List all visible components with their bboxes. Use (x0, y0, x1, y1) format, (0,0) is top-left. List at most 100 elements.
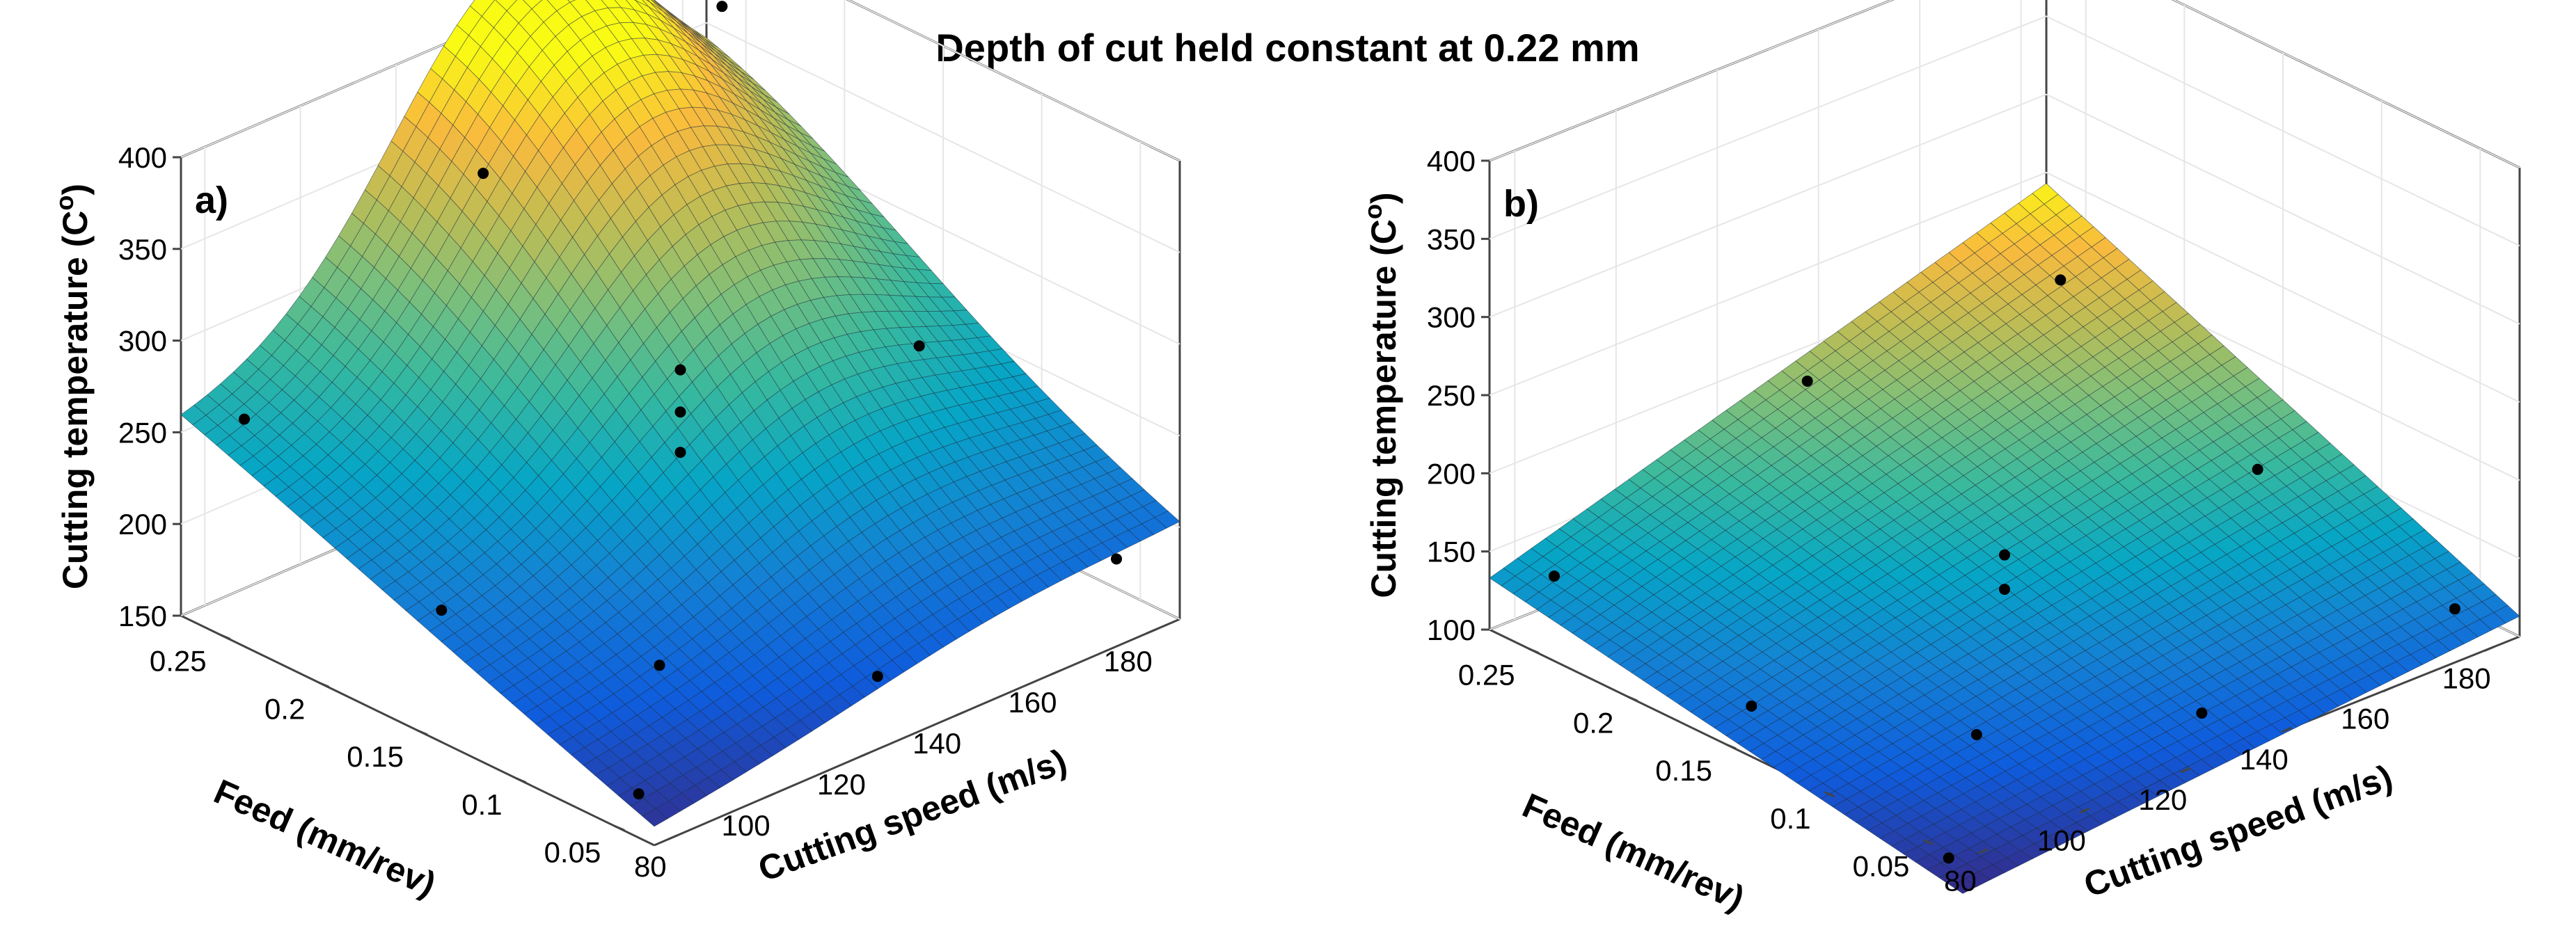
y-tick-mark (1725, 743, 1737, 750)
y-tick-label: 0.25 (150, 645, 207, 678)
y-tick-label: 0.1 (1770, 802, 1810, 835)
y-tick-mark (1627, 695, 1638, 702)
y-tick-label: 0.15 (347, 740, 404, 773)
data-point (1970, 728, 1982, 740)
y-tick-label: 0.05 (1853, 850, 1910, 883)
data-point (1943, 852, 1954, 864)
surface-cell (642, 808, 668, 827)
figure-title: Depth of cut held constant at 0.22 mm (935, 26, 1639, 70)
panel-label: b) (1503, 183, 1539, 225)
data-point (716, 1, 728, 13)
x-tick-mark (2180, 767, 2191, 774)
z-tick-label: 250 (1427, 379, 1476, 412)
data-point (2252, 463, 2263, 475)
x-tick-label: 180 (1104, 645, 1153, 678)
tick-labels: 80 100 120 140 160 180 0.05 0.1 0.15 0.2 0.25 150 20… (118, 141, 1157, 883)
data-point (477, 168, 489, 179)
z-tick-label: 150 (1427, 536, 1476, 568)
y-tick-label: 0.25 (1458, 659, 1515, 692)
data-point (2196, 708, 2208, 719)
back-left-top-edge (1489, 0, 1895, 162)
x-tick-label: 120 (2138, 783, 2187, 816)
x-tick-label: 140 (2240, 743, 2289, 776)
z-gridline (1489, 171, 2520, 403)
data-point (871, 671, 883, 682)
z-tick-label: 400 (118, 141, 167, 174)
data-point (1999, 584, 2010, 596)
y-tick-label: 0.2 (264, 692, 305, 725)
z-tick-label: 200 (118, 508, 167, 541)
y-tick-label: 0.15 (1655, 754, 1712, 787)
tick-labels: 80 100 120 140 160 180 0.05 0.1 0.15 0.2 0.25 100 15… (1427, 145, 2495, 897)
y-tick-mark (614, 825, 625, 831)
z-axis-label: Cutting temperature (Co) (50, 184, 95, 589)
y-tick-mark (417, 729, 428, 736)
x-tick-label: 120 (817, 768, 866, 801)
z-gridline (180, 22, 1180, 253)
panel-label: a) (195, 179, 228, 221)
x-tick-mark (2484, 646, 2495, 652)
x-tick-mark (1977, 848, 1989, 854)
z-gridline (1489, 15, 2520, 247)
y-tick-label: 0.2 (1573, 706, 1613, 739)
data-point (633, 788, 645, 800)
data-point (1111, 553, 1123, 565)
data-point (1746, 701, 1757, 712)
x-tick-mark (667, 833, 679, 840)
x-tick-label: 80 (634, 850, 667, 883)
y-tick-label: 0.05 (544, 836, 601, 869)
speed-axis-line (654, 618, 1180, 847)
y-tick-label: 0.1 (461, 788, 502, 821)
data-point (674, 364, 686, 376)
data-point (1549, 570, 1560, 582)
y-tick-mark (318, 681, 329, 688)
x-tick-label: 80 (1944, 864, 1977, 897)
z-tick-label: 300 (118, 325, 167, 358)
y-tick-mark (516, 777, 527, 784)
y-tick-mark (1824, 791, 1835, 798)
z-gridline (1489, 93, 2520, 325)
data-point (2449, 603, 2460, 615)
z-tick-label: 400 (1427, 145, 1476, 177)
x-tick-label: 160 (2341, 703, 2389, 735)
data-points (1549, 274, 2460, 864)
y-tick-mark (1528, 648, 1540, 654)
surface-cell (1950, 878, 1977, 894)
surface-mesh (180, 0, 1180, 827)
x-tick-mark (764, 792, 775, 799)
y-tick-mark (220, 634, 231, 640)
x-tick-label: 160 (1008, 686, 1057, 719)
x-tick-mark (1050, 669, 1061, 676)
x-tick-label: 140 (912, 727, 961, 760)
x-tick-mark (2383, 686, 2394, 693)
z-tick-label: 300 (1427, 301, 1476, 334)
z-gridline (1489, 0, 2520, 168)
z-gridline (180, 0, 1180, 161)
data-point (238, 413, 250, 425)
x-tick-mark (2079, 807, 2090, 814)
x-tick-mark (1146, 628, 1157, 635)
z-tick-label: 250 (118, 416, 167, 449)
x-axis-label: Cutting speed (m/s) (753, 742, 1072, 889)
z-tick-label: 100 (1427, 614, 1476, 646)
x-tick-mark (954, 710, 965, 717)
y-tick-mark (1922, 839, 1934, 845)
surface-mesh (1489, 183, 2520, 894)
data-point (674, 447, 686, 458)
x-tick-mark (2282, 726, 2293, 733)
panel-a: 80 100 120 140 160 180 0.05 0.1 0.15 0.2 0.25 150 20… (50, 0, 1181, 904)
y-axis-label: Feed (mm/rev) (1517, 785, 1750, 918)
data-point (674, 406, 686, 418)
z-tick-label: 150 (118, 600, 167, 632)
x-tick-label: 100 (2037, 824, 2086, 856)
z-tick-label: 350 (118, 233, 167, 266)
z-tick-label: 350 (1427, 223, 1476, 255)
data-point (2055, 274, 2067, 286)
data-points (238, 1, 1123, 800)
data-point (436, 605, 448, 616)
z-tick-label: 200 (1427, 457, 1476, 490)
data-point (654, 660, 665, 671)
x-tick-label: 100 (722, 809, 771, 842)
data-point (913, 340, 925, 352)
